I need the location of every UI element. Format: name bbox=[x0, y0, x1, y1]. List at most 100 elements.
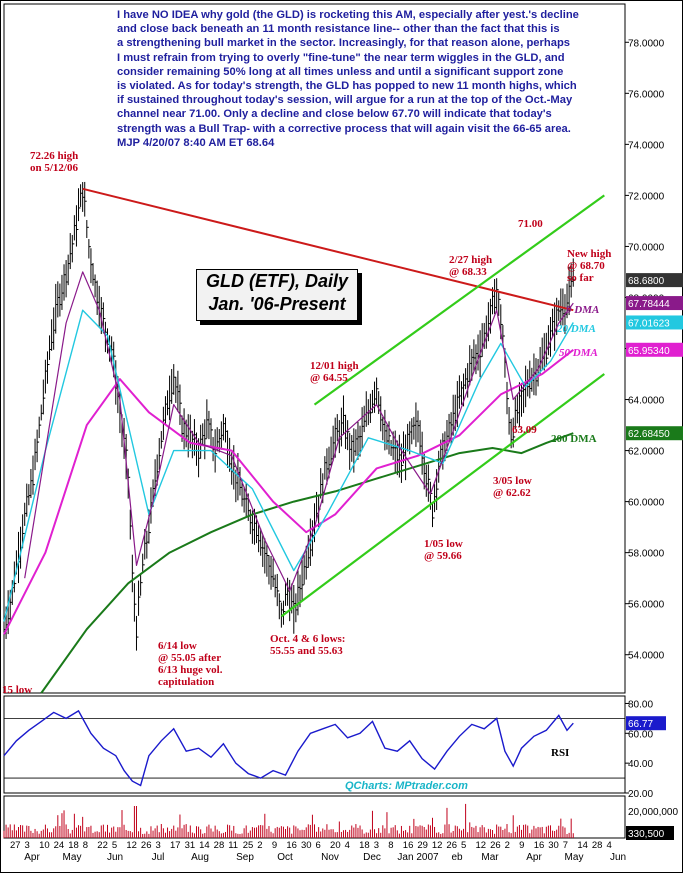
date-day-label: 30 bbox=[548, 840, 559, 851]
price-label-bg bbox=[626, 315, 683, 330]
price-label-bg bbox=[626, 273, 683, 288]
date-day-label: 16 bbox=[403, 840, 414, 851]
price-tick-label: 54.0000 bbox=[628, 651, 665, 662]
volume-bars bbox=[3, 803, 574, 838]
rsi-tick-label: 60.00 bbox=[628, 729, 653, 740]
annotation-6-14-low: 6/14 low @ 55.05 after 6/13 huge vol. ca… bbox=[158, 640, 223, 688]
annotation-63-09: 63.09 bbox=[512, 424, 537, 436]
date-month-label: eb bbox=[451, 852, 463, 863]
date-month-label: May bbox=[565, 852, 584, 863]
rsi-line bbox=[3, 709, 574, 787]
dma20-line bbox=[3, 309, 574, 622]
date-day-label: 27 bbox=[10, 840, 21, 851]
label-200-dma: 200 DMA bbox=[551, 433, 597, 445]
date-month-label: Jan 2007 bbox=[397, 852, 439, 863]
date-day-label: 26 bbox=[490, 840, 501, 851]
annotation-oct-lows: Oct. 4 & 6 lows: 55.55 and 55.63 bbox=[270, 633, 346, 657]
dma9-line bbox=[24, 271, 574, 592]
annotation-72-high: 72.26 high on 5/12/06 bbox=[30, 150, 79, 174]
date-day-label: 14 bbox=[199, 840, 210, 851]
date-month-label: Jul bbox=[152, 852, 165, 863]
annotation-1-05-low: 1/05 low @ 59.66 bbox=[424, 538, 463, 562]
rsi-panel bbox=[3, 695, 626, 794]
date-month-label: Jun bbox=[107, 852, 123, 863]
volume-label-bg bbox=[626, 826, 674, 840]
dma50-line bbox=[3, 349, 574, 635]
date-day-label: 12 bbox=[432, 840, 443, 851]
date-day-label: 2 bbox=[505, 840, 510, 851]
price-tick-label: 76.0000 bbox=[628, 89, 665, 100]
price-label-bg bbox=[626, 426, 683, 441]
date-day-label: 26 bbox=[446, 840, 457, 851]
annotation-12-01-high: 12/01 high @ 64.55 bbox=[310, 360, 359, 384]
date-day-label: 14 bbox=[577, 840, 588, 851]
date-month-label: May bbox=[63, 852, 82, 863]
date-month-label: Nov bbox=[321, 852, 339, 863]
price-tick-label: 62.0000 bbox=[628, 447, 665, 458]
commentary-text: I have NO IDEA why gold (the GLD) is roc… bbox=[117, 9, 579, 149]
date-day-label: 11 bbox=[228, 840, 238, 851]
date-day-label: 28 bbox=[592, 840, 603, 851]
date-month-label: Dec bbox=[363, 852, 381, 863]
price-label-bg bbox=[626, 296, 683, 311]
date-day-label: 25 bbox=[243, 840, 254, 851]
date-day-label: 12 bbox=[126, 840, 137, 851]
date-day-label: 29 bbox=[417, 840, 428, 851]
date-day-label: 3 bbox=[374, 840, 379, 851]
resistance-trendline bbox=[82, 187, 574, 312]
chart-credit: QCharts: MPtrader.com bbox=[345, 780, 468, 792]
date-day-label: 18 bbox=[359, 840, 370, 851]
date-day-label: 8 bbox=[388, 840, 393, 851]
date-day-label: 8 bbox=[83, 840, 88, 851]
annotation-15-low: 15 low bbox=[2, 684, 33, 696]
date-day-label: 16 bbox=[534, 840, 545, 851]
price-label: 62.68450 bbox=[628, 429, 670, 440]
date-day-label: 2 bbox=[257, 840, 262, 851]
label-20-dma: 20 DMA bbox=[557, 323, 596, 335]
date-day-label: 5 bbox=[461, 840, 466, 851]
date-month-label: Apr bbox=[526, 852, 542, 863]
dma200-line bbox=[40, 432, 574, 694]
date-day-label: 9 bbox=[519, 840, 524, 851]
chart-title-line1: GLD (ETF), Daily bbox=[205, 271, 348, 291]
chart-title-line2: Jan. '06-Present bbox=[208, 294, 346, 314]
channel-lower-line bbox=[280, 373, 605, 618]
date-day-label: 4 bbox=[345, 840, 350, 851]
date-day-label: 10 bbox=[39, 840, 50, 851]
volume-tick-label: 20,000,000 bbox=[628, 807, 678, 818]
date-day-label: 5 bbox=[112, 840, 117, 851]
annotation-71-00: 71.00 bbox=[518, 218, 543, 230]
rsi-tick-label: 20.00 bbox=[628, 789, 653, 800]
annotation-3-05-low: 3/05 low @ 62.62 bbox=[493, 475, 532, 499]
rsi-label-bg bbox=[626, 716, 666, 731]
price-tick-label: 64.0000 bbox=[628, 396, 665, 407]
date-day-label: 18 bbox=[68, 840, 79, 851]
price-label: 65.95340 bbox=[628, 346, 670, 357]
label-50-dma: 50 DMA bbox=[559, 347, 598, 359]
price-tick-label: 60.0000 bbox=[628, 498, 665, 509]
price-tick-label: 58.0000 bbox=[628, 549, 665, 560]
price-tick-label: 74.0000 bbox=[628, 140, 665, 151]
date-day-label: 4 bbox=[606, 840, 611, 851]
date-day-label: 12 bbox=[476, 840, 487, 851]
price-bars bbox=[3, 181, 576, 651]
label-9-dma: 9 DMA bbox=[566, 304, 600, 316]
date-month-label: Sep bbox=[236, 852, 254, 863]
date-day-label: 9 bbox=[272, 840, 277, 851]
date-day-label: 30 bbox=[301, 840, 312, 851]
date-day-label: 28 bbox=[214, 840, 225, 851]
date-day-label: 17 bbox=[170, 840, 181, 851]
date-month-label: Aug bbox=[191, 852, 209, 863]
date-day-label: 22 bbox=[97, 840, 108, 851]
date-day-label: 20 bbox=[330, 840, 341, 851]
date-day-label: 24 bbox=[54, 840, 65, 851]
annotation-new-high: New high @ 68.70 so far bbox=[567, 248, 612, 284]
rsi-tick-label: 80.00 bbox=[628, 699, 653, 710]
date-month-label: Jun bbox=[610, 852, 626, 863]
price-tick-label: 56.0000 bbox=[628, 600, 665, 611]
date-day-label: 7 bbox=[563, 840, 568, 851]
rsi-tick-label: 40.00 bbox=[628, 759, 653, 770]
rsi-value-label: 66.77 bbox=[628, 719, 653, 730]
date-day-label: 16 bbox=[286, 840, 297, 851]
